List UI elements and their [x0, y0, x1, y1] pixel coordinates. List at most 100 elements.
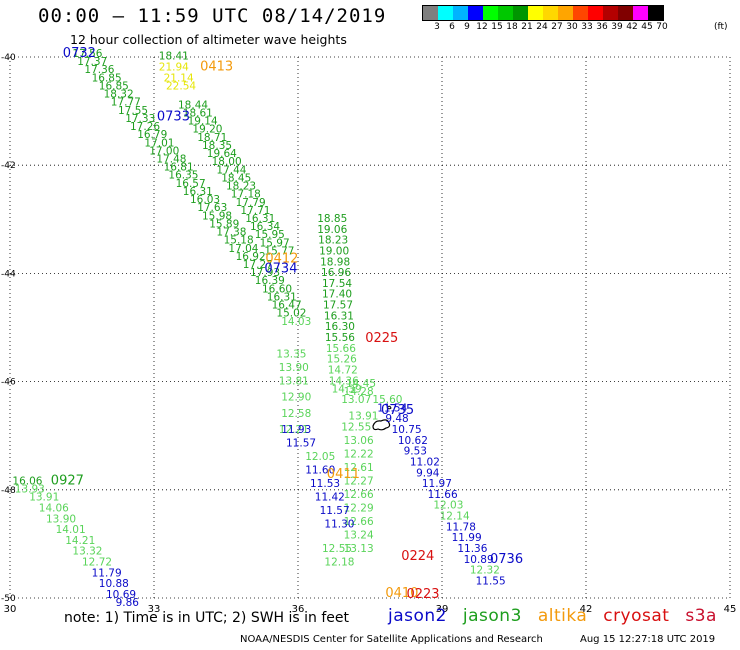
color-scale-label: 6 — [449, 22, 455, 32]
wave-height-value: 10.89 — [464, 554, 494, 566]
wave-height-value: 13.93 — [15, 484, 45, 496]
color-scale-label: 33 — [581, 22, 593, 32]
wave-height-value: 18.98 — [320, 256, 350, 268]
wave-height-value: 18.44 — [178, 99, 208, 111]
wave-height-value: 13.07 — [341, 394, 371, 406]
wave-height-value: 13.32 — [72, 546, 102, 558]
wave-height-value: 15.95 — [255, 229, 285, 241]
wave-height-value: 16.57 — [176, 178, 206, 190]
wave-height-value: 11.57 — [286, 438, 316, 450]
pass-time-label: 0225 — [365, 331, 398, 346]
wave-height-value: 11.60 — [305, 465, 335, 477]
wave-height-value: 19.00 — [319, 245, 349, 257]
color-scale-label: 3 — [434, 22, 440, 32]
wave-height-value: 17.37 — [77, 56, 107, 68]
page-subtitle: 12 hour collection of altimeter wave hei… — [70, 32, 347, 47]
pass-time-label: 0411 — [327, 467, 360, 482]
lat-lon-grid: 30 33 36 39 42 45 -40 -42 -44 -46 -48 -50 — [1, 53, 736, 615]
legend-altika: altika — [537, 606, 588, 626]
color-scale-label: 39 — [611, 22, 623, 32]
wave-height-value: 9.86 — [116, 597, 140, 609]
wave-height-value: 13.91 — [29, 492, 59, 504]
color-scale-label: 70 — [656, 22, 668, 32]
credit-line: NOAA/NESDIS Center for Satellite Applica… — [240, 634, 543, 645]
color-scale-swatch — [573, 6, 588, 20]
lat-tick-label: -50 — [1, 594, 16, 604]
wave-height-value: 17.63 — [197, 202, 227, 214]
pass-time-label: 0224 — [401, 549, 434, 564]
wave-height-value: 14.39 — [332, 383, 362, 395]
color-scale-label: 24 — [536, 22, 548, 32]
wave-height-value: 16.60 — [262, 283, 292, 295]
wave-height-value: 18.45 — [221, 172, 251, 184]
satellite-legend: jason2 jason3 altika cryosat s3a — [388, 606, 727, 626]
wave-height-value: 16.85 — [99, 80, 129, 92]
color-scale-swatch — [603, 6, 618, 20]
wave-height-value: 17.00 — [149, 145, 179, 157]
wave-height-value: 21.94 — [159, 62, 189, 74]
wave-height-value: 13.13 — [344, 543, 374, 555]
wave-height-value: 15.26 — [327, 354, 357, 366]
wave-height-value: 10.69 — [106, 589, 136, 601]
wave-height-value: 17.48 — [156, 153, 186, 165]
wave-height-value: 21.14 — [164, 72, 194, 84]
wave-height-value: 12.61 — [344, 462, 374, 474]
wave-height-value: 14.01 — [56, 524, 86, 536]
lon-tick-label: 39 — [436, 604, 449, 615]
color-scale-label: 12 — [476, 22, 488, 32]
wave-height-value: 16.31 — [245, 213, 275, 225]
wave-height-value: 12.55 — [322, 543, 352, 555]
wave-height-value: 15.98 — [202, 210, 232, 222]
wave-height-value: 15.66 — [326, 343, 356, 355]
wave-height-value: 17.57 — [323, 300, 353, 312]
wave-height-value: 13.24 — [344, 529, 374, 541]
pass-time-label: 0413 — [200, 60, 233, 75]
wave-height-value: 12.29 — [344, 502, 374, 514]
color-scale-swatch — [423, 6, 438, 20]
island-shape — [372, 419, 391, 431]
wave-height-value: 13.91 — [348, 410, 378, 422]
wave-height-value: 16.06 — [12, 475, 42, 487]
wave-height-value: 16.79 — [137, 129, 167, 141]
wave-height-value: 15.97 — [260, 237, 290, 249]
color-scale-swatch — [468, 6, 483, 20]
wave-height-value: 15.56 — [325, 332, 355, 344]
lon-tick-label: 45 — [724, 604, 737, 615]
color-scale-label: 42 — [626, 22, 638, 32]
wave-height-value: 19.06 — [317, 224, 347, 236]
wave-height-value: 17.01 — [144, 137, 174, 149]
pass-time-label: 0734 — [264, 261, 297, 276]
wave-height-value: 13.90 — [279, 362, 309, 374]
wave-height-value: 17.33 — [125, 113, 155, 125]
color-scale-swatch — [558, 6, 573, 20]
color-scale-swatch — [498, 6, 513, 20]
wave-height-value: 15.89 — [209, 218, 239, 230]
color-scale-label: 18 — [506, 22, 518, 32]
wave-height-value: 16.31 — [183, 186, 213, 198]
color-scale-label: 45 — [641, 22, 653, 32]
wave-height-value: 17.71 — [240, 205, 270, 217]
wave-height-value: 18.71 — [197, 132, 227, 144]
wave-height-value: 11.78 — [446, 521, 476, 533]
wave-height-value: 12.21 — [279, 424, 309, 436]
color-scale-bar — [422, 5, 664, 21]
color-scale-label: 36 — [596, 22, 608, 32]
wave-height-value: 17.40 — [322, 289, 352, 301]
wave-height-value: 17.54 — [322, 278, 352, 290]
wave-height-value: 13.81 — [279, 375, 309, 387]
wave-height-value: 18.00 — [212, 156, 242, 168]
wave-height-value: 11.99 — [452, 532, 482, 544]
color-scale-swatch — [618, 6, 633, 20]
wave-height-value: 17.04 — [228, 243, 258, 255]
legend-cryosat: cryosat — [603, 606, 670, 626]
color-scale-unit: (ft) — [714, 22, 728, 32]
wave-height-value: 13.90 — [46, 513, 76, 525]
wave-height-value: 12.05 — [305, 451, 335, 463]
wave-height-value: 10.75 — [392, 424, 422, 436]
wave-height-value: 11.02 — [410, 456, 440, 468]
wave-height-value: 9.94 — [416, 467, 440, 479]
wave-height-value: 16.35 — [168, 170, 198, 182]
wave-height-value: 11.54 — [377, 402, 407, 414]
wave-height-value: 16.34 — [250, 221, 280, 233]
page-title: 00:00 – 11:59 UTC 08/14/2019 — [38, 5, 387, 27]
